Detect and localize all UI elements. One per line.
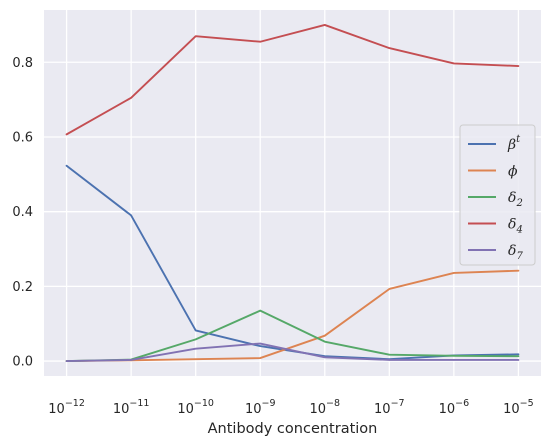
y-tick-label: 0.0 — [12, 355, 33, 370]
legend-entry: δ4 — [508, 217, 523, 236]
x-tick-label: 10−6 — [439, 398, 470, 417]
plot-area — [44, 10, 541, 376]
legend-entry: δ2 — [508, 190, 523, 209]
y-tick-labels: 0.0 0.2 0.4 0.6 0.8 — [12, 56, 33, 370]
x-axis-label: Antibody concentration — [208, 421, 378, 437]
legend-entry: ϕ — [508, 164, 518, 180]
legend-box — [459, 124, 536, 266]
y-tick-label: 0.4 — [12, 205, 33, 220]
series-line-4 — [65, 342, 520, 363]
x-tick-labels: 10−12 10−11 10−10 10−9 10−8 10−7 10−6 10−5 — [48, 398, 533, 417]
x-tick-label: 10−7 — [374, 398, 405, 417]
y-tick-label: 0.6 — [12, 130, 33, 145]
x-tick-label: 10−10 — [177, 398, 214, 417]
series-line-3 — [65, 23, 520, 136]
series-line-1 — [65, 269, 520, 363]
legend: βt ϕ δ2 δ4 δ7 — [459, 124, 536, 266]
x-tick-label: 10−12 — [48, 398, 85, 417]
x-tick-label: 10−9 — [245, 398, 276, 417]
legend-entry: βt — [507, 134, 521, 153]
series-lines — [65, 23, 520, 363]
series-line-2 — [65, 309, 520, 363]
x-tick-label: 10−5 — [503, 398, 534, 417]
y-tick-label: 0.8 — [12, 56, 33, 71]
legend-entry: δ7 — [508, 243, 523, 262]
y-tick-label: 0.2 — [12, 280, 33, 295]
x-tick-label: 10−8 — [309, 398, 340, 417]
x-tick-label: 10−11 — [113, 398, 150, 417]
